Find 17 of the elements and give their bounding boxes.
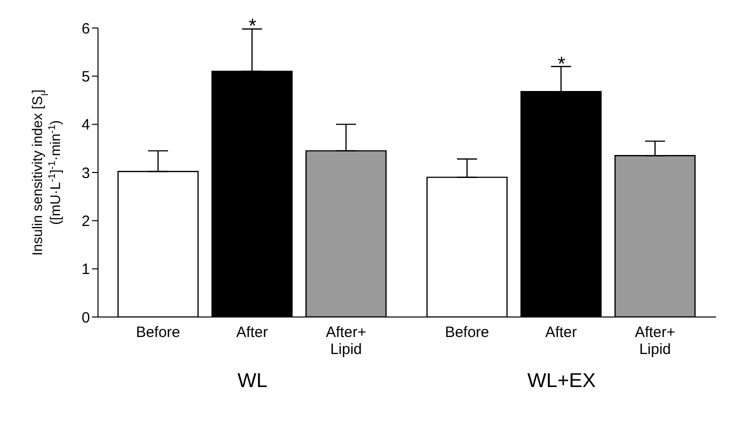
x-tick-label: WL+EX <box>527 370 596 392</box>
series-label: Before <box>136 324 180 341</box>
text: Before <box>444 324 490 341</box>
series-label: After+ Lipid <box>326 324 366 358</box>
text: After <box>545 324 577 341</box>
x-tick-label: WL <box>238 370 268 392</box>
y-tick-label: 6 <box>82 20 90 38</box>
annotation: * <box>248 16 257 38</box>
annotation: * <box>558 53 566 76</box>
series-label: After <box>236 324 268 341</box>
y-tick-label: 1 <box>82 261 90 278</box>
text: After+ Lipid <box>634 324 676 358</box>
y-tick-label: 4 <box>82 116 90 134</box>
y-tick-label: 3 <box>82 164 90 182</box>
y-tick-label: 2 <box>82 212 90 230</box>
y-tick-label: 5 <box>82 68 90 86</box>
y-tick-label: 0 <box>82 309 90 326</box>
